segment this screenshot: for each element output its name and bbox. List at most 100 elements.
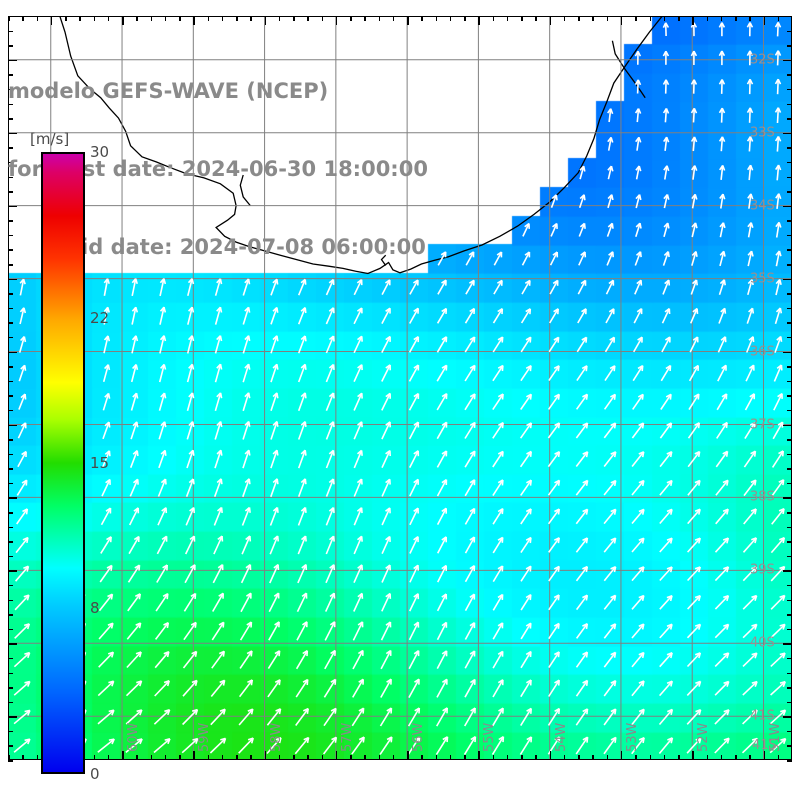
wind-arrow-icon [380,649,392,670]
wind-arrow-icon [296,621,308,641]
tick-right [783,716,792,718]
lat-label-36S: 36S [750,344,775,359]
tick-top [50,16,53,25]
wind-arrow-icon [663,165,670,180]
tick-bottom [164,755,167,760]
wind-arrow-icon [380,621,392,641]
wind-arrow-icon [715,450,729,468]
wind-arrow-icon [661,336,671,353]
tick-left [8,118,13,120]
wind-arrow-icon [659,508,673,525]
wind-arrow-icon [662,22,670,37]
tick-right [787,672,792,674]
wind-arrow-icon [464,593,476,611]
wind-arrow-icon [409,507,419,526]
wind-arrow-icon [771,450,784,468]
tick-right [783,205,792,208]
tick-top [392,16,395,21]
wind-arrow-icon [409,564,419,583]
wind-arrow-icon [746,78,754,95]
wind-arrow-icon [325,335,335,354]
wind-arrow-icon [297,535,307,555]
wind-arrow-icon [747,279,754,296]
tick-right [787,687,792,689]
tick-right [783,497,792,499]
wind-arrow-icon [214,392,223,412]
tick-left [8,30,13,33]
wind-arrow-icon [548,365,560,382]
wind-arrow-icon [521,279,531,295]
tick-top [435,16,438,21]
wind-arrow-icon [325,363,335,383]
wind-arrow-icon [520,536,532,554]
wind-arrow-icon [718,79,726,94]
wind-arrow-icon [130,392,139,411]
wind-arrow-icon [575,651,589,668]
wind-arrow-icon [607,194,614,209]
tick-left [8,701,13,704]
tick-bottom [535,755,537,760]
tick-left [8,88,13,91]
tick-top [236,16,238,21]
wind-arrow-icon [98,593,114,612]
wind-arrow-icon [520,364,532,382]
tick-right [787,249,792,251]
map-plot-area[interactable] [8,16,792,760]
tick-bottom [236,755,238,760]
tick-top [620,16,623,25]
wind-arrow-icon [464,307,476,324]
wind-arrow-icon [687,537,701,553]
wind-arrow-icon [464,678,476,698]
tick-left [8,176,13,178]
wind-arrow-icon [659,652,673,668]
tick-bottom [8,755,10,760]
wind-arrow-icon [238,679,254,698]
colorbar-gradient-box [41,152,85,774]
wind-arrow-icon [520,594,532,611]
wind-arrow-icon [156,535,168,555]
wind-arrow-icon [576,336,588,353]
tick-bottom [578,755,580,760]
tick-left [8,424,17,426]
tick-top [207,16,210,21]
coastline-path [59,16,664,275]
wind-arrow-icon [183,621,197,641]
tick-left [8,497,17,499]
wind-arrow-icon [492,679,504,698]
tick-left [8,161,13,164]
wind-arrow-icon [295,678,309,698]
wind-arrow-icon [436,650,448,669]
wind-arrow-icon [296,592,308,613]
wind-arrow-icon [774,22,782,37]
wind-arrow-icon [15,536,29,554]
tick-bottom [777,755,780,760]
wind-arrow-icon [186,392,195,412]
wind-arrow-icon [436,621,448,641]
wind-arrow-icon [547,422,561,439]
wind-arrow-icon [603,393,616,410]
wind-arrow-icon [17,422,27,439]
wind-arrow-icon [492,393,504,411]
tick-left [8,730,13,733]
lat-label-34S: 34S [750,198,775,214]
wind-arrow-icon [603,508,617,525]
wind-arrow-icon [407,707,421,727]
tick-bottom [207,755,210,760]
tick-bottom [392,755,395,760]
wind-arrow-icon [633,336,643,353]
wind-arrow-icon [631,508,645,525]
wind-arrow-icon [464,536,476,554]
wind-arrow-icon [772,421,784,440]
lat-label-33S: 33S [750,125,775,141]
wind-arrow-icon [686,680,702,696]
wind-arrow-icon [209,737,227,754]
wind-arrow-icon [690,136,698,152]
tick-bottom [264,751,267,760]
wind-arrow-icon [690,279,698,295]
colorbar-tick-8: 8 [90,599,100,618]
wind-arrow-icon [409,279,419,295]
tick-bottom [521,755,523,760]
wind-arrow-icon [493,251,503,266]
wind-arrow-icon [771,479,785,497]
wind-arrow-icon [325,392,335,411]
